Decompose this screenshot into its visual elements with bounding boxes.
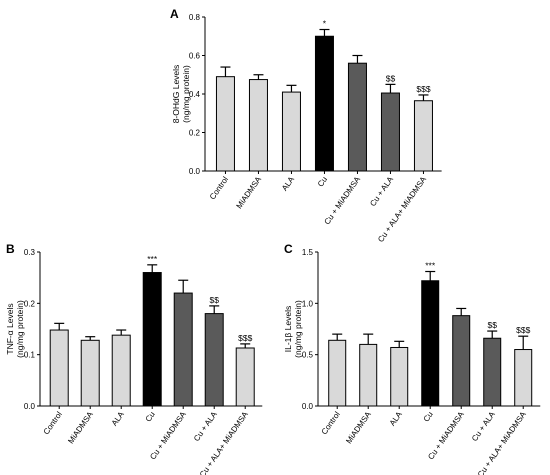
bar — [235, 347, 255, 407]
bar — [248, 79, 268, 172]
y-tick-label: 0.4 — [189, 90, 201, 99]
category-label: Cu + MiADMSA — [322, 174, 362, 226]
bar — [421, 280, 440, 407]
panel-letter: B — [6, 242, 15, 256]
category-label: MiADMSA — [235, 174, 264, 210]
bar — [111, 334, 131, 407]
y-axis-title-line: (ng/mg protein) — [15, 300, 25, 358]
significance-label: *** — [147, 254, 158, 264]
bar — [173, 292, 193, 407]
category-label: ALA — [388, 409, 404, 427]
bar — [80, 339, 100, 407]
category-label: Cu — [316, 175, 329, 189]
significance-label: $$$ — [416, 84, 430, 94]
category-label: ALA — [110, 409, 126, 427]
chart-panel-b: B 0.0 0.1 0.2 0.3 TNF-α Levels(ng/mg protein)… — [5, 242, 263, 475]
significance-label: $$$ — [516, 325, 530, 335]
chart-panel-a: A 0.0 0.2 0.4 0.6 0.8 8-OHdG Levels(ng/mg prot… — [170, 7, 442, 244]
y-tick-label: 1.0 — [302, 299, 314, 308]
category-label: MiADMSA — [66, 409, 95, 445]
significance-label: $$ — [386, 73, 396, 83]
panel-letter: A — [170, 7, 179, 21]
y-axis-title-line: (ng/mg protein) — [181, 65, 191, 123]
y-tick-label: 1.5 — [302, 248, 314, 257]
category-label: Cu + ALA — [192, 409, 219, 443]
category-label: Control — [42, 410, 64, 436]
y-tick-label: 0.1 — [24, 351, 36, 360]
bar — [413, 100, 433, 172]
panel-letter: C — [284, 242, 293, 256]
y-axis-title: 8-OHdG Levels(ng/mg protein) — [171, 65, 191, 124]
category-label: Cu + ALA — [470, 409, 497, 443]
category-label: Control — [320, 410, 342, 436]
significance-label: *** — [425, 261, 436, 271]
bar — [281, 91, 301, 172]
y-tick-label: 0.3 — [24, 248, 36, 257]
bar — [390, 346, 409, 407]
bar — [314, 35, 334, 172]
category-label: ALA — [280, 174, 296, 192]
bar — [347, 62, 367, 172]
category-label: Cu — [422, 410, 435, 424]
significance-label: $$ — [487, 320, 497, 330]
y-axis-title: IL-1β Levels(ng/mg protein) — [283, 300, 303, 358]
y-axis-title-line: 8-OHdG Levels — [171, 65, 181, 124]
y-tick-label: 0.2 — [189, 129, 201, 138]
y-tick-label: 0.0 — [302, 402, 314, 411]
bar — [452, 315, 471, 407]
significance-label: $$ — [209, 295, 219, 305]
category-label: Cu + ALA — [368, 174, 395, 208]
chart-panel-c: C 0.0 0.5 1.0 1.5 IL-1β Levels(ng/mg protein)… — [283, 242, 541, 475]
y-tick-label: 0.0 — [24, 402, 36, 411]
bar — [359, 343, 378, 407]
y-tick-label: 0.5 — [302, 351, 314, 360]
category-label: Cu — [144, 410, 157, 424]
bar — [380, 92, 400, 172]
y-tick-label: 0.8 — [189, 13, 201, 22]
y-axis-title: TNF-α Levels(ng/mg protein) — [5, 300, 25, 358]
bar — [514, 349, 533, 407]
bar — [204, 313, 224, 407]
y-tick-label: 0.6 — [189, 52, 201, 61]
y-tick-label: 0.0 — [189, 167, 201, 176]
category-label: MiADMSA — [344, 409, 373, 445]
significance-label: $$$ — [238, 333, 252, 343]
bar — [483, 337, 502, 407]
y-axis-title-line: IL-1β Levels — [283, 306, 293, 352]
bar — [49, 329, 69, 407]
y-tick-label: 0.2 — [24, 299, 36, 308]
y-axis-title-line: TNF-α Levels — [5, 303, 15, 354]
bar — [142, 272, 162, 407]
bar — [215, 76, 235, 172]
y-axis-title-line: (ng/mg protein) — [293, 300, 303, 358]
significance-label: * — [323, 19, 327, 29]
bar — [328, 339, 347, 407]
category-label: Control — [208, 175, 230, 201]
